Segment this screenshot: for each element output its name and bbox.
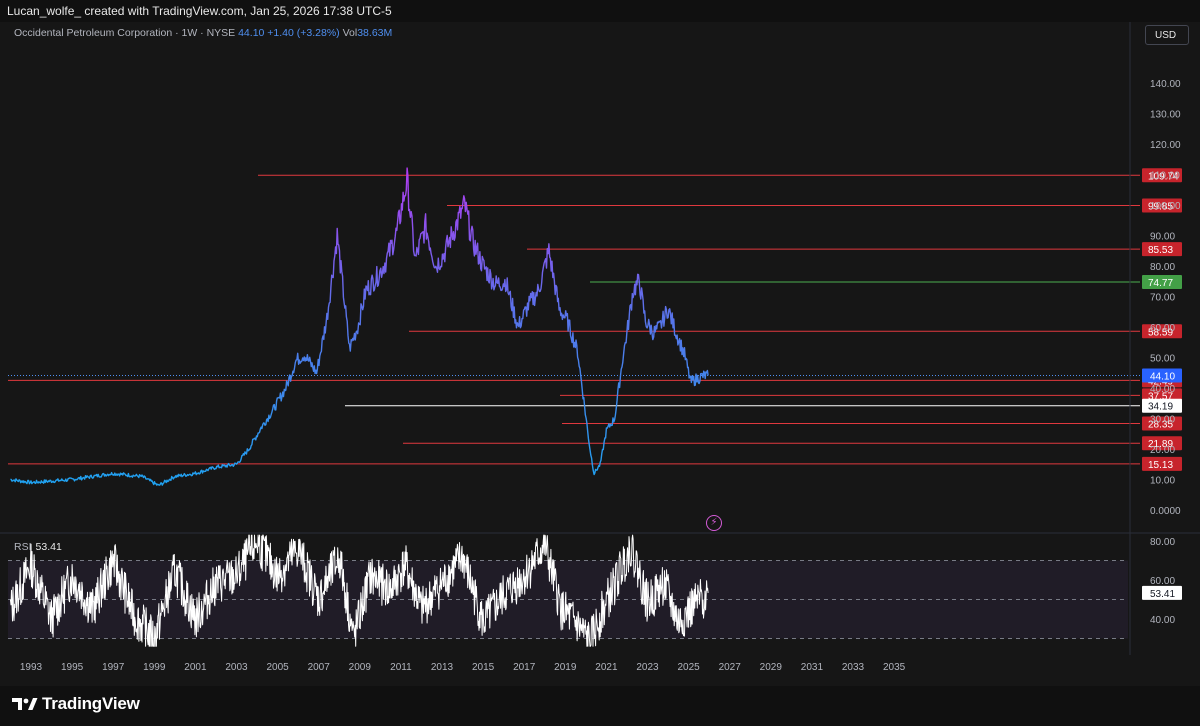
footer-bar: TradingView [0, 686, 1200, 726]
price-axis-tick: 60.00 [1150, 323, 1175, 334]
price-axis-tick: 90.00 [1150, 232, 1175, 243]
time-axis-tick: 2009 [349, 662, 372, 673]
last-price-value: 44.10 [238, 27, 265, 39]
rsi-legend[interactable]: RSI 53.41 [14, 541, 62, 553]
price-change-value: +1.40 (+3.28%) [267, 27, 340, 39]
tradingview-logo[interactable]: TradingView [12, 694, 140, 714]
level-price-label: 15.13 [1148, 460, 1173, 471]
level-price-label: 37.57 [1148, 391, 1173, 402]
time-axis-tick: 1997 [102, 662, 125, 673]
price-axis-tick: 80.00 [1150, 262, 1175, 273]
time-axis-tick: 2027 [719, 662, 742, 673]
price-axis-tick: 130.00 [1150, 110, 1181, 121]
level-price-tag [1142, 274, 1182, 289]
created-with-text: created with TradingView.com, Jan 25, 20… [84, 4, 392, 18]
level-price-label: 85.53 [1148, 245, 1173, 256]
price-axis-tick: 30.00 [1150, 415, 1175, 426]
time-axis-tick: 2025 [677, 662, 700, 673]
price-axis-tick: 40.00 [1150, 384, 1175, 395]
level-price-label: 74.77 [1148, 278, 1173, 289]
level-price-label: 28.35 [1148, 420, 1173, 431]
price-axis-tick: 120.00 [1150, 140, 1181, 151]
chart-svg[interactable]: 109.7499.8585.5374.7758.5942.4937.5734.1… [0, 0, 1200, 686]
volume-label: Vol [342, 27, 358, 39]
last-price-tag-label: 44.10 [1150, 371, 1175, 382]
level-price-label: 21.89 [1148, 439, 1173, 450]
time-axis-tick: 2015 [472, 662, 495, 673]
time-axis-tick: 2017 [513, 662, 536, 673]
rsi-axis-tick: 80.00 [1150, 537, 1175, 548]
last-price-tag [1142, 368, 1182, 383]
tradingview-logo-icon [12, 698, 38, 710]
time-axis-tick: 2019 [554, 662, 577, 673]
rsi-series-line [9, 534, 709, 647]
level-price-tag [1142, 436, 1182, 451]
time-axis-tick: 1999 [143, 662, 166, 673]
rsi-value-tag-label: 53.41 [1150, 589, 1175, 600]
time-axis-tick: 2001 [184, 662, 207, 673]
volume-value: 38.63M [357, 27, 393, 39]
level-price-label: 99.85 [1148, 201, 1173, 212]
time-axis-tick: 1995 [61, 662, 84, 673]
rsi-value-tag [1142, 585, 1182, 600]
time-axis-tick: 1993 [20, 662, 43, 673]
price-axis-tick: 110.00 [1150, 171, 1180, 182]
level-price-label: 109.74 [1148, 171, 1179, 182]
author-name: Lucan_wolfe_ [7, 4, 82, 18]
time-axis-tick: 2003 [225, 662, 248, 673]
brand-name: TradingView [42, 694, 140, 713]
level-price-tag [1142, 456, 1182, 471]
level-price-tag [1142, 398, 1182, 413]
time-axis-tick: 2033 [842, 662, 865, 673]
rsi-label: RSI [14, 541, 32, 553]
price-axis-tick: 100.00 [1150, 201, 1181, 212]
level-price-tag [1142, 416, 1182, 431]
time-axis-tick: 2031 [801, 662, 824, 673]
time-axis-tick: 2005 [266, 662, 289, 673]
rsi-value: 53.41 [35, 541, 62, 553]
time-axis-tick: 2021 [595, 662, 618, 673]
rsi-axis-tick: 60.00 [1150, 576, 1175, 587]
price-axis-tick: 50.00 [1150, 354, 1175, 365]
level-price-label: 58.59 [1148, 327, 1173, 338]
currency-button[interactable]: USD [1145, 25, 1189, 45]
level-price-tag [1142, 324, 1182, 339]
time-axis-tick: 2011 [390, 662, 412, 673]
price-series-line [10, 167, 709, 486]
symbol-name: Occidental Petroleum Corporation · 1W · … [14, 27, 236, 39]
level-price-tag [1142, 242, 1182, 257]
price-axis-tick: 70.00 [1150, 293, 1175, 304]
lightning-icon[interactable]: ⚡ [706, 515, 722, 531]
price-axis-tick: 140.00 [1150, 79, 1181, 90]
rsi-axis-tick: 40.00 [1150, 615, 1175, 626]
price-axis-tick: 10.00 [1150, 476, 1175, 487]
chart-area[interactable] [0, 22, 1200, 686]
time-axis-tick: 2007 [308, 662, 331, 673]
price-axis-tick: 0.0000 [1150, 506, 1181, 517]
time-axis-tick: 2029 [760, 662, 783, 673]
level-price-label: 34.19 [1148, 402, 1173, 413]
attribution-bar: Lucan_wolfe_ created with TradingView.co… [0, 0, 1200, 22]
price-axis-tick: 20.00 [1150, 445, 1175, 456]
time-axis-tick: 2035 [883, 662, 906, 673]
time-axis-tick: 2023 [636, 662, 659, 673]
level-price-tag [1142, 198, 1182, 213]
symbol-legend[interactable]: Occidental Petroleum Corporation · 1W · … [14, 27, 392, 39]
level-price-tag [1142, 168, 1182, 183]
time-axis-tick: 2013 [431, 662, 454, 673]
